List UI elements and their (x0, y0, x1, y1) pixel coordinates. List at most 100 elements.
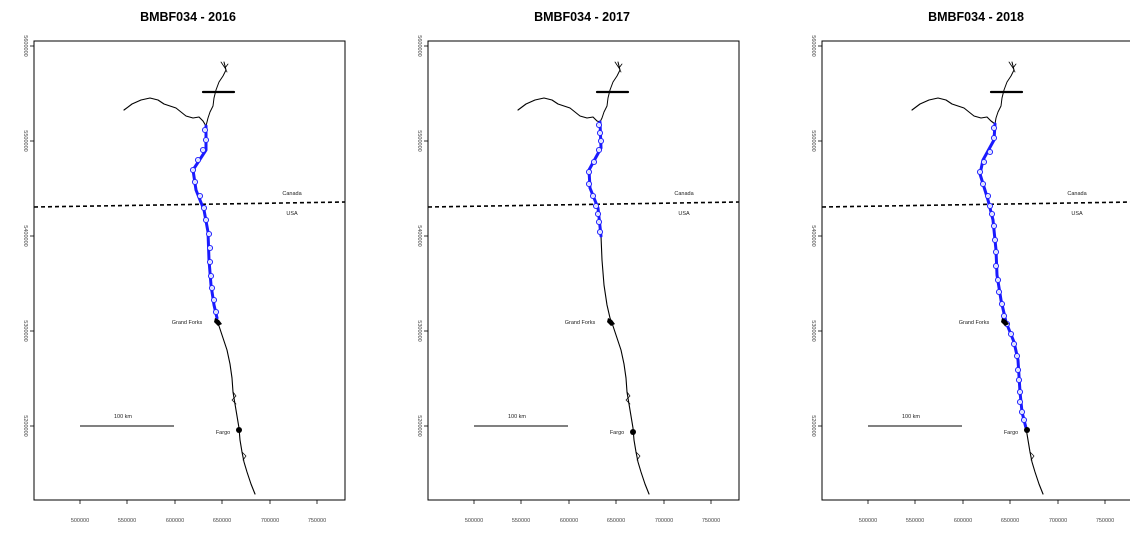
detection-point (207, 272, 215, 280)
detection-point (998, 300, 1006, 308)
x-tick-label: 500000 (71, 518, 89, 524)
detection-point (980, 158, 988, 166)
x-tick-label: 650000 (607, 518, 625, 524)
panel-title: BMBF034 - 2017 (534, 10, 630, 24)
fargo-marker (630, 429, 636, 435)
y-tick-label: 5200000 (22, 415, 28, 436)
usa-label: USA (1071, 211, 1083, 217)
border-line (33, 201, 346, 208)
y-tick-label: 5400000 (22, 225, 28, 246)
y-tick-label: 5300000 (416, 320, 422, 341)
detection-point (212, 308, 220, 316)
detection-point (208, 284, 216, 292)
detection-point (206, 244, 214, 252)
grand-forks-label: Grand Forks (959, 320, 990, 326)
fargo-label: Fargo (610, 430, 624, 436)
x-tick-label: 550000 (906, 518, 924, 524)
detection-point (1014, 366, 1022, 374)
y-axis: 5600000 5500000 5400000 5300000 5200000 (416, 35, 428, 437)
detection-point (206, 258, 214, 266)
y-axis: 5600000 5500000 5400000 5300000 5200000 (22, 35, 34, 437)
detection-point (1016, 388, 1024, 396)
x-axis: 500000 550000 600000 650000 700000 75000… (859, 500, 1114, 524)
y-tick-label: 5600000 (416, 35, 422, 56)
y-tick-label: 5500000 (22, 130, 28, 151)
grand-forks-marker (1001, 318, 1009, 326)
y-tick-label: 5300000 (810, 320, 816, 341)
x-tick-label: 600000 (166, 518, 184, 524)
fargo-label: Fargo (216, 430, 230, 436)
detection-point (984, 192, 992, 200)
detection-point (992, 262, 1000, 270)
x-tick-label: 700000 (261, 518, 279, 524)
detection-point (595, 146, 603, 154)
border-line (427, 201, 740, 208)
plot-frame (33, 40, 346, 501)
detection-point (1018, 408, 1026, 416)
y-tick-label: 5300000 (22, 320, 28, 341)
detection-point (596, 129, 604, 137)
map-panel-2017: BMBF034 - 2017 5600000 5500000 5400000 5… (394, 0, 770, 545)
detection-point (986, 202, 994, 210)
detection-point (976, 168, 984, 176)
detection-point (202, 216, 210, 224)
y-tick-label: 5200000 (810, 415, 816, 436)
detection-point (202, 136, 210, 144)
detection-point (189, 166, 197, 174)
detection-point (590, 158, 598, 166)
fargo-label: Fargo (1004, 430, 1018, 436)
detection-point (990, 124, 998, 132)
canada-label: Canada (282, 191, 302, 197)
map-panel-2016: BMBF034 - 2016 5600000 5500000 5400000 5… (0, 0, 376, 545)
scale-label: 100 km (902, 414, 920, 420)
detection-point (592, 202, 600, 210)
detection-point (1013, 352, 1021, 360)
map-svg-2017: BMBF034 - 2017 5600000 5500000 5400000 5… (416, 10, 740, 524)
y-axis: 5600000 5500000 5400000 5300000 5200000 (810, 35, 822, 437)
detection-point (1016, 398, 1024, 406)
x-axis: 500000 550000 600000 650000 700000 75000… (465, 500, 720, 524)
detection-point (191, 178, 199, 186)
x-tick-label: 750000 (308, 518, 326, 524)
detection-point (979, 180, 987, 188)
detection-point (594, 210, 602, 218)
canada-label: Canada (1067, 191, 1087, 197)
x-tick-label: 600000 (954, 518, 972, 524)
x-tick-label: 650000 (1001, 518, 1019, 524)
x-tick-label: 700000 (1049, 518, 1067, 524)
detection-point (589, 192, 597, 200)
border-line (821, 201, 1130, 208)
river (123, 61, 256, 495)
detection-point (995, 288, 1003, 296)
river (517, 61, 650, 495)
detection-point (1010, 340, 1018, 348)
detection-point (992, 248, 1000, 256)
x-tick-label: 750000 (1096, 518, 1114, 524)
grand-forks-label: Grand Forks (172, 320, 203, 326)
x-tick-label: 500000 (465, 518, 483, 524)
x-axis: 500000 550000 600000 650000 700000 75000… (71, 500, 326, 524)
y-tick-label: 5200000 (416, 415, 422, 436)
detection-point (194, 156, 202, 164)
detection-point (991, 236, 999, 244)
river (911, 61, 1044, 495)
x-tick-label: 600000 (560, 518, 578, 524)
detection-point (585, 180, 593, 188)
panel-title: BMBF034 - 2018 (928, 10, 1024, 24)
usa-label: USA (678, 211, 690, 217)
y-tick-label: 5500000 (416, 130, 422, 151)
detection-point (1020, 416, 1028, 424)
detection-point (585, 168, 593, 176)
detection-point (196, 192, 204, 200)
x-tick-label: 550000 (512, 518, 530, 524)
detection-point (986, 148, 994, 156)
detection-point (595, 121, 603, 129)
x-tick-label: 500000 (859, 518, 877, 524)
y-tick-label: 5600000 (22, 35, 28, 56)
x-tick-label: 750000 (702, 518, 720, 524)
fargo-marker (1024, 427, 1030, 433)
detection-point (205, 230, 213, 238)
y-tick-label: 5500000 (810, 130, 816, 151)
grand-forks-label: Grand Forks (565, 320, 596, 326)
x-tick-label: 650000 (213, 518, 231, 524)
